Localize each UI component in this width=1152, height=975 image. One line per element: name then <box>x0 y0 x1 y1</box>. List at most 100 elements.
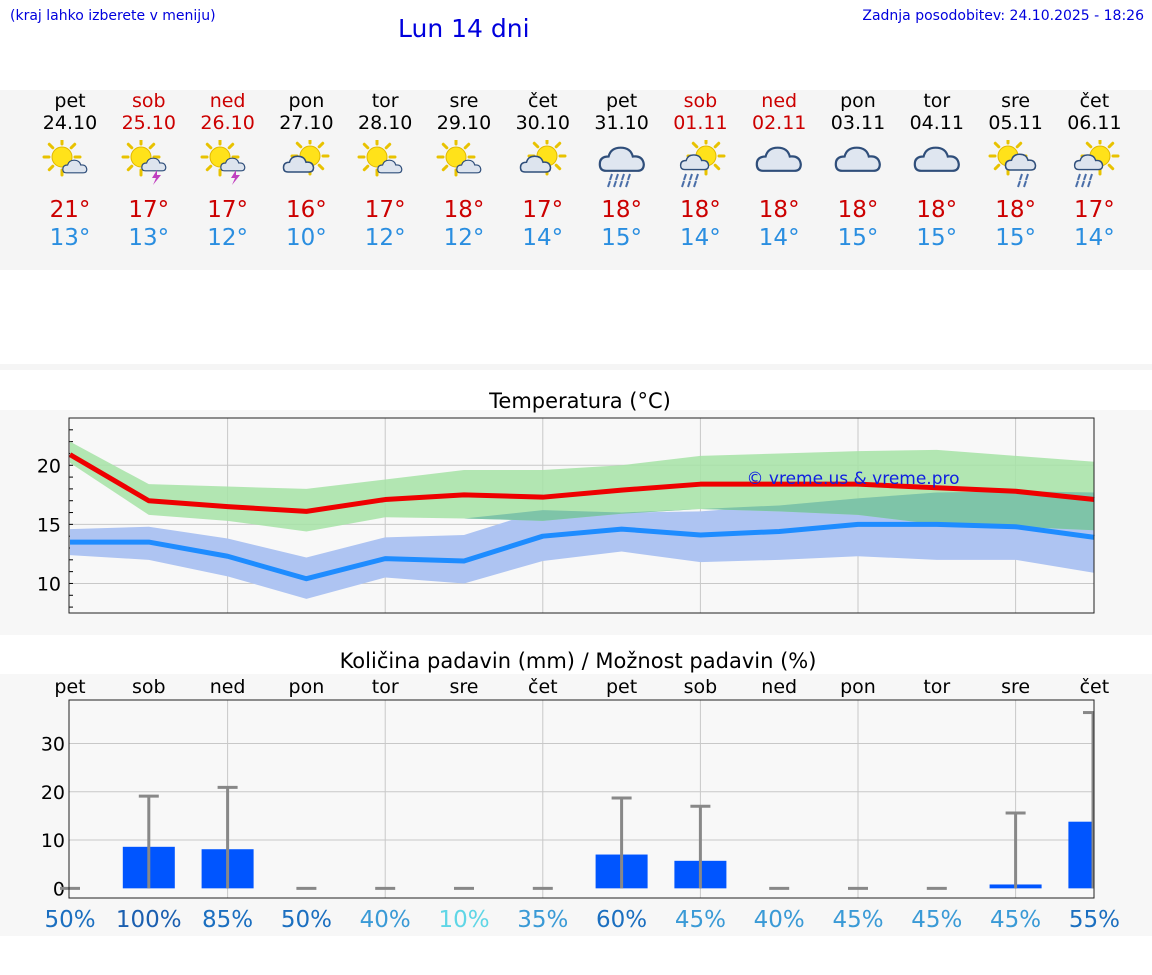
precip-day-label: tor <box>923 676 950 698</box>
y-tick-label: 10 <box>37 573 61 595</box>
day-date: 05.11 <box>988 112 1043 134</box>
precip-chance-label: 55% <box>1069 907 1120 933</box>
precip-day-label: čet <box>1080 676 1110 698</box>
max-temperature: 17° <box>207 197 248 223</box>
day-name: sre <box>449 90 479 112</box>
day-column: ned 26.10 17° 12° <box>189 90 267 252</box>
cloud-shape <box>219 157 245 172</box>
lightning-shape <box>151 170 161 185</box>
day-name: sob <box>132 90 166 112</box>
day-date: 04.11 <box>909 112 964 134</box>
precip-day-label: sre <box>450 676 479 698</box>
sun-cloud-icon <box>357 140 403 177</box>
daily-forecast-strip: pet 24.10 21° 13° sob 25.10 17° 13° ned 26.10 17° 1… <box>0 90 1152 270</box>
precip-chance-label: 85% <box>202 907 253 933</box>
min-temperature: 10° <box>286 225 327 251</box>
precip-chance-label: 45% <box>675 907 726 933</box>
min-temperature: 14° <box>680 225 721 251</box>
temperature-min-line <box>70 521 1095 582</box>
cloud-shape <box>755 146 803 172</box>
day-date: 27.10 <box>279 112 334 134</box>
max-temperature: 18° <box>758 197 800 223</box>
precipitation-chart-title: Količina padavin (mm) / Možnost padavin … <box>340 649 817 673</box>
day-date: 30.10 <box>515 112 570 134</box>
cloud-shape <box>1074 154 1104 171</box>
day-name: pon <box>288 90 325 112</box>
max-temperature: 17° <box>1074 197 1115 223</box>
y-tick-label: 20 <box>37 455 61 477</box>
min-temperature: 12° <box>364 225 406 251</box>
precip-day-label: tor <box>372 676 399 698</box>
precip-day-label: sre <box>1001 676 1030 698</box>
page-title: Lun 14 dni <box>398 14 530 43</box>
precipitation-chart: Količina padavin (mm) / Možnost padavin … <box>41 649 1120 933</box>
y-tick-label: 30 <box>41 733 65 755</box>
sun-cloud-icon <box>42 140 88 177</box>
max-temperature: 21° <box>49 197 91 223</box>
plot-frame <box>68 699 1095 899</box>
precip-chance-label: 50% <box>281 907 332 933</box>
day-date: 02.11 <box>751 112 807 134</box>
day-column: pon 03.11 18° 15° <box>819 90 897 252</box>
rain-shape <box>606 173 631 188</box>
cloud-shape <box>519 155 552 173</box>
cloud-shape <box>598 146 645 172</box>
precip-chance-label: 45% <box>990 907 1041 933</box>
precip-day-label: čet <box>528 676 558 698</box>
cloud-shape <box>913 146 960 172</box>
day-date: 29.10 <box>436 112 492 134</box>
overcast-icon <box>913 146 960 172</box>
precip-chance-label: 60% <box>596 907 647 933</box>
day-date: 01.11 <box>673 112 728 134</box>
precip-day-label: ned <box>761 676 797 698</box>
precip-day-label: sob <box>684 676 718 698</box>
day-column: tor 04.11 18° 15° <box>898 90 976 252</box>
precip-day-label: pet <box>606 676 637 698</box>
min-temperature: 12° <box>207 225 248 251</box>
day-name: sob <box>683 90 718 112</box>
sun-shape <box>436 140 476 177</box>
min-temperature: 14° <box>522 225 564 251</box>
precip-chance-label: 40% <box>754 907 805 933</box>
max-temperature: 17° <box>522 197 564 223</box>
cloud-shape <box>283 155 315 173</box>
cloud-shape <box>456 159 482 174</box>
day-column: čet 30.10 17° 14° <box>504 90 582 252</box>
day-column: sre 05.11 18° 15° <box>977 90 1055 252</box>
cloud-shape <box>680 154 710 171</box>
chart-watermark: © vreme.us & vreme.pro <box>746 469 959 489</box>
day-name: pet <box>54 90 86 112</box>
cloud-shape <box>1004 153 1036 171</box>
overcast-icon <box>755 146 803 172</box>
day-date: 28.10 <box>357 112 413 134</box>
precip-day-label: pet <box>54 676 85 698</box>
min-temperature: 15° <box>995 225 1036 251</box>
max-temperature: 18° <box>916 197 958 223</box>
max-temperature: 18° <box>995 197 1036 223</box>
precip-day-label: sob <box>132 676 166 698</box>
min-temperature: 13° <box>49 225 91 251</box>
sun-cloud-thunder-icon <box>200 140 245 185</box>
day-name: pon <box>840 90 876 112</box>
y-tick-label: 20 <box>41 782 65 804</box>
sun-shape <box>121 140 161 177</box>
precip-chance-label: 45% <box>911 907 962 933</box>
day-date: 26.10 <box>200 112 255 134</box>
max-temperature: 17° <box>364 197 406 223</box>
min-temperature: 15° <box>837 225 879 251</box>
y-tick-label: 10 <box>41 830 65 852</box>
sun-shape <box>42 140 82 177</box>
min-temperature: 15° <box>601 225 642 251</box>
day-column: pet 31.10 18° 15° <box>583 90 661 252</box>
temperature-chart: Temperatura (°C) 10 15 20 © vreme.us & vreme… <box>37 389 1095 614</box>
rain-shape <box>1016 173 1029 188</box>
section-divider <box>0 364 1152 370</box>
max-temperature: 18° <box>837 197 879 223</box>
day-date: 24.10 <box>42 112 98 134</box>
day-column: pon 27.10 16° 10° <box>267 90 345 252</box>
precip-day-label: pon <box>289 676 325 698</box>
rain-shape <box>681 173 700 188</box>
precip-chance-label: 35% <box>517 907 568 933</box>
sun-cloud-drizzle-icon <box>988 140 1036 188</box>
day-column: sre 29.10 18° 12° <box>425 90 503 252</box>
